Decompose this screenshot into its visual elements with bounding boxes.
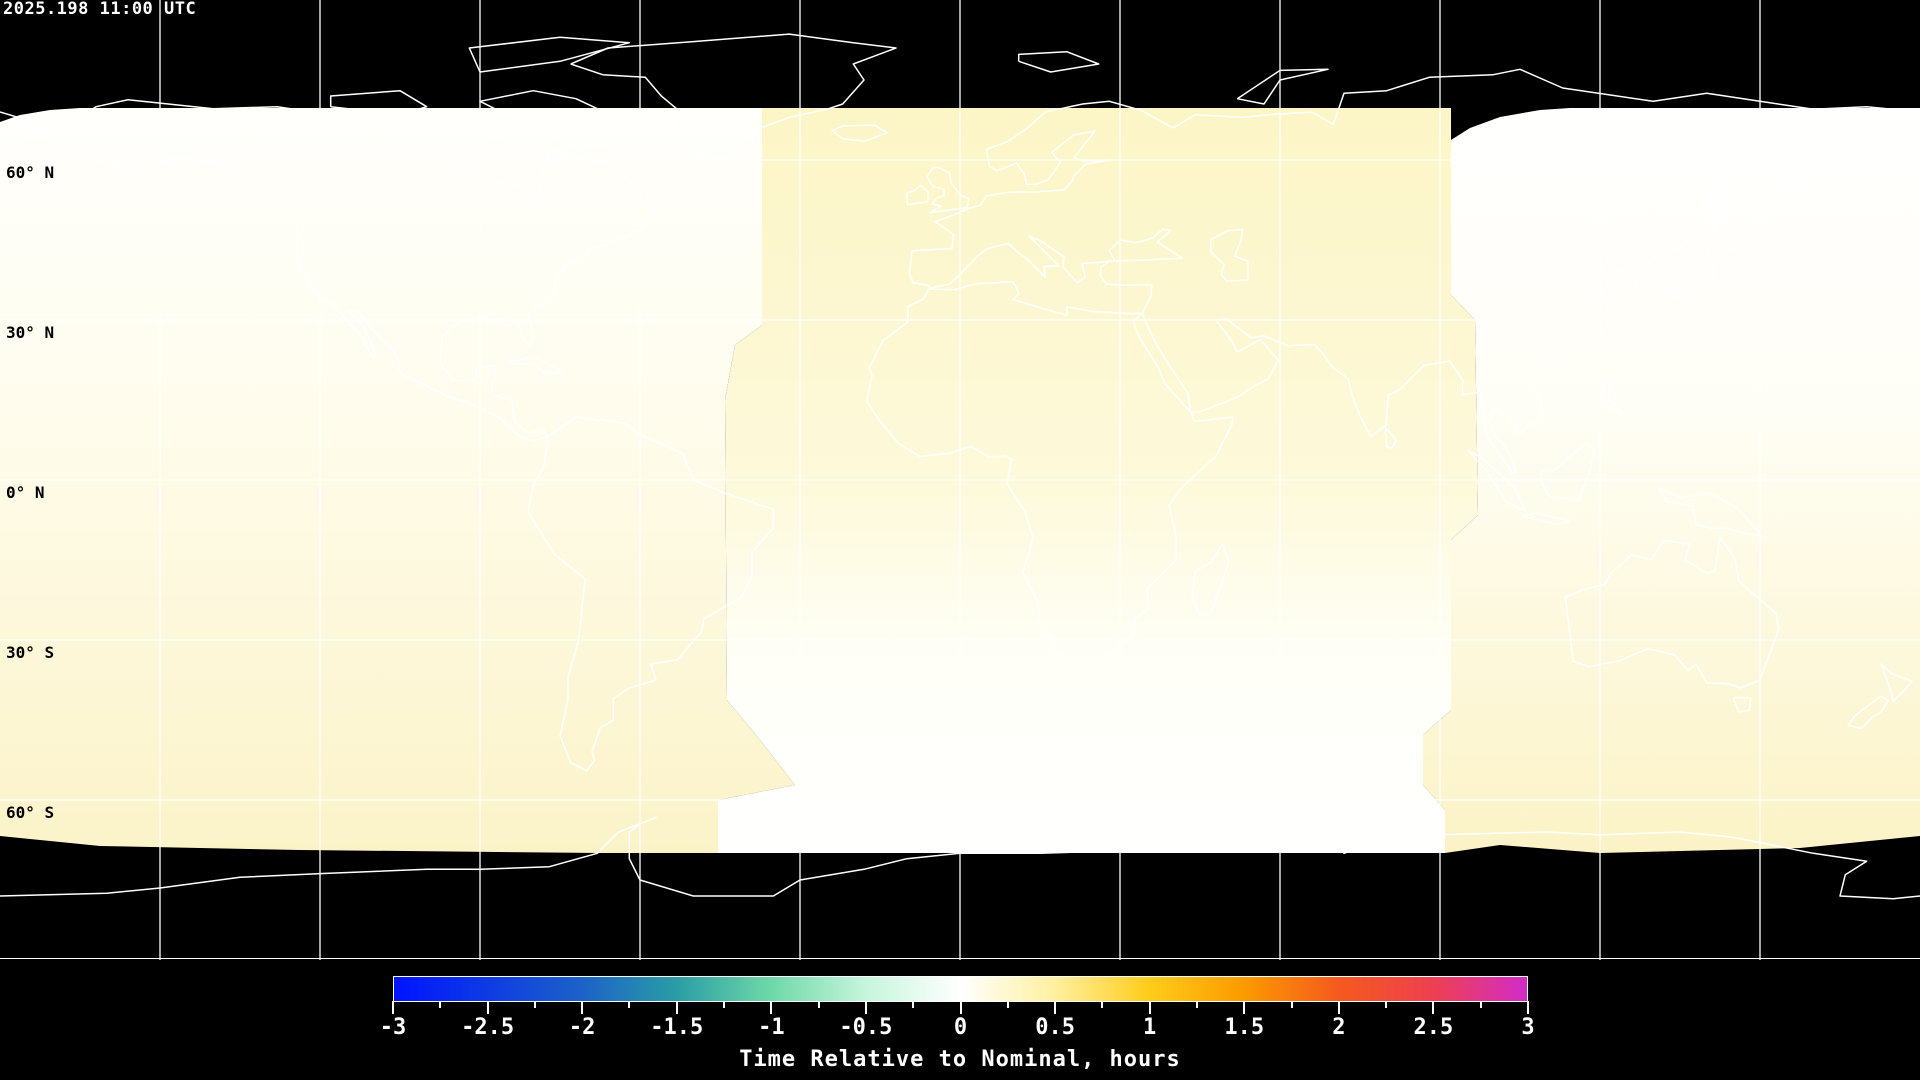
coastline-new-zealand-south [1847, 695, 1889, 730]
colorbar-major-tick [1054, 1001, 1057, 1014]
lat-label-30s: 30° S [6, 643, 55, 662]
lat-label-30n: 30° N [6, 323, 55, 342]
coastline-madagascar [1191, 543, 1230, 617]
colorbar-major-tick [1243, 1001, 1246, 1014]
coastline-borneo [1540, 441, 1596, 502]
coastline-iceland [831, 124, 889, 143]
colorbar-minor-tick [723, 1001, 726, 1008]
coastline-sumatra [1467, 450, 1527, 512]
colorbar-major-tick [1148, 1001, 1151, 1014]
colorbar-minor-tick [1290, 1001, 1293, 1008]
colorbar-minor-tick [1479, 1001, 1482, 1008]
colorbar-tick-label: -1.5 [650, 1015, 704, 1040]
colorbar-title: Time Relative to Nominal, hours [739, 1047, 1181, 1072]
coastline-ireland [905, 184, 929, 206]
coastline-japan-honshu [1652, 258, 1716, 315]
coastline-africa [865, 280, 1234, 667]
colorbar-tick-label: 2.5 [1413, 1015, 1454, 1040]
colorbar-tick-label: 0.5 [1035, 1015, 1075, 1040]
coastline-java [1520, 512, 1572, 526]
colorbar-major-tick [864, 1001, 867, 1014]
coastline-tasmania [1732, 696, 1752, 713]
coastline-sri-lanka [1384, 427, 1398, 449]
colorbar-tick-label: -1 [758, 1015, 785, 1040]
coastline-chukotka [0, 111, 55, 138]
colorbar-major-tick [675, 1001, 678, 1014]
coastline-cuba [507, 355, 566, 375]
coastline-south-america [527, 416, 775, 772]
colorbar-minor-tick [439, 1001, 442, 1008]
colorbar-minor-tick [1195, 1001, 1198, 1008]
coastline-sakhalin [1716, 191, 1727, 236]
colorbar-major-tick [770, 1001, 773, 1014]
colorbar-minor-tick [912, 1001, 915, 1008]
colorbar-tick-label: -2 [568, 1015, 596, 1040]
colorbar-minor-tick [1006, 1001, 1009, 1008]
coastline-baffin-island [479, 89, 631, 148]
lat-label-60n: 60° N [6, 163, 55, 182]
colorbar-tick-label: 0 [953, 1015, 968, 1040]
colorbar-tick-label: 3 [1521, 1015, 1535, 1040]
coastline-ellesmere-island [468, 36, 631, 73]
lat-label-60s: 60° S [6, 803, 55, 822]
colorbar-major-tick [392, 1001, 394, 1014]
coastline-eurasia [908, 132, 1920, 474]
colorbar-tick-label: -2.5 [461, 1015, 515, 1040]
colorbar-minor-tick [1385, 1001, 1388, 1008]
coastline-svalbard [1017, 50, 1100, 73]
coastline-greenland [570, 33, 897, 161]
coastline-great-britain [926, 166, 970, 214]
coastline-new-zealand-north [1880, 662, 1913, 703]
colorbar-major-tick [1432, 1001, 1435, 1014]
coastline-antarctica [0, 816, 1920, 900]
colorbar-minor-tick [533, 1001, 536, 1008]
coastline-luzon [1602, 380, 1623, 415]
colorbar-tick-label: 1.5 [1224, 1015, 1265, 1040]
coastline-eurasia-north [911, 68, 1920, 252]
timestamp: 2025.198 11:00 UTC [3, 0, 197, 19]
colorbar-tick-label: 2 [1332, 1015, 1346, 1040]
colorbar-tick-label: -3 [379, 1015, 407, 1040]
coastline-caspian-sea [1209, 228, 1249, 282]
colorbar-minor-tick [817, 1001, 820, 1008]
colorbar-major-tick [486, 1001, 489, 1014]
map-bottom-border [0, 958, 1920, 959]
colorbar-minor-tick [628, 1001, 631, 1008]
world-map [0, 0, 1920, 960]
colorbar-tick-label: -0.5 [839, 1015, 893, 1040]
coastline-victoria-island [329, 89, 428, 116]
coastline-australia [1564, 536, 1780, 689]
colorbar-tick-label: 1 [1143, 1015, 1157, 1040]
colorbar-minor-tick [1101, 1001, 1104, 1008]
colorbar-major-tick [1337, 1001, 1340, 1014]
coastline-north-america [63, 98, 663, 442]
colorbar-major-tick [581, 1001, 584, 1014]
coastline-new-guinea [1658, 487, 1764, 537]
colorbar [393, 976, 1528, 1002]
lat-label-0n: 0° N [6, 483, 45, 502]
colorbar-major-tick [1527, 1001, 1529, 1014]
coastline-japan-hokkaido [1705, 237, 1737, 260]
coastline-novaya-zemlya [1236, 68, 1329, 105]
colorbar-major-tick [959, 1001, 962, 1014]
